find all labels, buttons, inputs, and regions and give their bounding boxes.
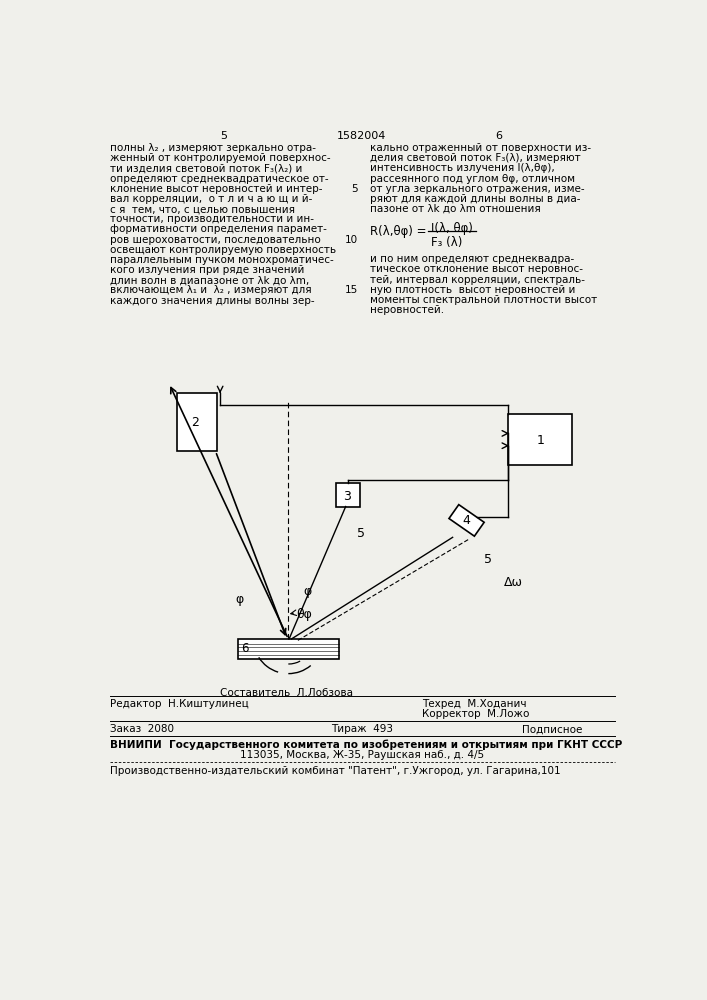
Text: каждого значения длины волны зер-: каждого значения длины волны зер- (110, 296, 315, 306)
Text: пазоне от λk до λm отношения: пазоне от λk до λm отношения (370, 204, 540, 214)
Text: ную плотность  высот неровностей и: ную плотность высот неровностей и (370, 285, 575, 295)
Text: φ: φ (304, 585, 312, 598)
Text: точности, производительности и ин-: точности, производительности и ин- (110, 214, 314, 224)
Text: рассеянного под углом θφ, отличном: рассеянного под углом θφ, отличном (370, 174, 575, 184)
Text: 1582004: 1582004 (337, 131, 387, 141)
Text: Тираж  493: Тираж 493 (331, 724, 393, 734)
Text: 10: 10 (345, 235, 358, 245)
Text: с я  тем, что, с целью повышения: с я тем, что, с целью повышения (110, 204, 295, 214)
Polygon shape (449, 505, 484, 536)
Text: Производственно-издательский комбинат "Патент", г.Ужгород, ул. Гагарина,101: Производственно-издательский комбинат "П… (110, 766, 561, 776)
Text: Подписное: Подписное (522, 724, 583, 734)
Bar (238, 639, 339, 659)
Text: вал корреляции,  о т л и ч а ю щ и й-: вал корреляции, о т л и ч а ю щ и й- (110, 194, 312, 204)
Text: 6: 6 (241, 642, 249, 655)
Text: Корректор  М.Ложо: Корректор М.Ложо (421, 709, 529, 719)
Text: 113035, Москва, Ж-35, Раушская наб., д. 4/5: 113035, Москва, Ж-35, Раушская наб., д. … (240, 750, 484, 760)
Text: φ: φ (235, 593, 244, 606)
Text: 1: 1 (537, 434, 544, 447)
Text: ти изделия световой поток F₃(λ₂) и: ти изделия световой поток F₃(λ₂) и (110, 163, 303, 173)
Text: 6: 6 (496, 131, 503, 141)
Text: кально отраженный от поверхности из-: кально отраженный от поверхности из- (370, 143, 591, 153)
Text: ров шероховатости, последовательно: ров шероховатости, последовательно (110, 235, 321, 245)
Text: женный от контролируемой поверхнос-: женный от контролируемой поверхнос- (110, 153, 331, 163)
Text: тей, интервал корреляции, спектраль-: тей, интервал корреляции, спектраль- (370, 275, 585, 285)
Text: 4: 4 (462, 514, 471, 527)
Text: 5: 5 (351, 184, 358, 194)
Text: 15: 15 (345, 285, 358, 295)
Text: 2: 2 (192, 416, 199, 429)
Text: полны λ₂ , измеряют зеркально отра-: полны λ₂ , измеряют зеркально отра- (110, 143, 316, 153)
Text: 5: 5 (221, 131, 228, 141)
Text: и по ним определяют среднеквадра-: и по ним определяют среднеквадра- (370, 254, 574, 264)
Bar (508, 414, 572, 465)
Text: Составитель  Л.Лобзова: Составитель Л.Лобзова (219, 688, 353, 698)
Text: Δω: Δω (504, 576, 522, 589)
Text: Редактор  Н.Киштулинец: Редактор Н.Киштулинец (110, 699, 249, 709)
Text: Техред  М.Ходанич: Техред М.Ходанич (421, 699, 526, 709)
Text: интенсивность излучения I(λ,θφ),: интенсивность излучения I(λ,θφ), (370, 163, 554, 173)
Text: тическое отклонение высот неровнос-: тическое отклонение высот неровнос- (370, 264, 583, 274)
Text: моменты спектральной плотности высот: моменты спектральной плотности высот (370, 295, 597, 305)
Text: R(λ,θφ) =: R(λ,θφ) = (370, 225, 426, 238)
Text: освещают контролируемую поверхность: освещают контролируемую поверхность (110, 245, 337, 255)
Text: 5: 5 (484, 553, 491, 566)
Text: формативности определения парамет-: формативности определения парамет- (110, 224, 327, 234)
Text: включающем λ₁ и  λ₂ , измеряют для: включающем λ₁ и λ₂ , измеряют для (110, 285, 312, 295)
Text: кого излучения при ряде значений: кого излучения при ряде значений (110, 265, 305, 275)
Text: клонение высот неровностей и интер-: клонение высот неровностей и интер- (110, 184, 322, 194)
Text: 3: 3 (344, 490, 351, 503)
Text: длин волн в диапазоне от λk до λm,: длин волн в диапазоне от λk до λm, (110, 275, 310, 285)
Text: параллельным пучком монохроматичес-: параллельным пучком монохроматичес- (110, 255, 334, 265)
Text: делия световой поток F₃(λ), измеряют: делия световой поток F₃(λ), измеряют (370, 153, 580, 163)
Bar (177, 393, 217, 451)
Text: ряют для каждой длины волны в диа-: ряют для каждой длины волны в диа- (370, 194, 580, 204)
Text: F₃ (λ): F₃ (λ) (431, 236, 462, 249)
Text: Заказ  2080: Заказ 2080 (110, 724, 174, 734)
Text: I(λ, θφ): I(λ, θφ) (431, 222, 473, 235)
Text: неровностей.: неровностей. (370, 305, 444, 315)
Bar (337, 483, 360, 507)
Text: определяют среднеквадратическое от-: определяют среднеквадратическое от- (110, 174, 329, 184)
Text: от угла зеркального отражения, изме-: от угла зеркального отражения, изме- (370, 184, 584, 194)
Text: 5: 5 (357, 527, 366, 540)
Text: θφ: θφ (296, 608, 312, 621)
Text: ВНИИПИ  Государственного комитета по изобретениям и открытиям при ГКНТ СССР: ВНИИПИ Государственного комитета по изоб… (110, 739, 622, 750)
